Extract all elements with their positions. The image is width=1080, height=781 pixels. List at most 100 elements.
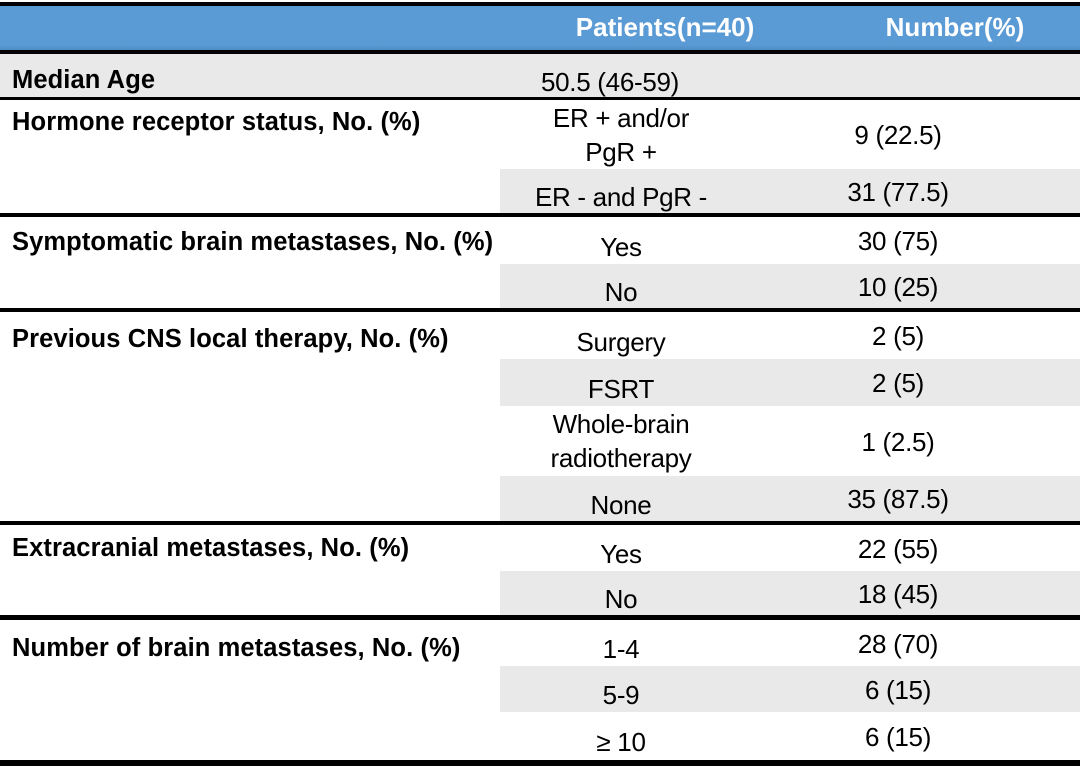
separator-line (0, 521, 1080, 525)
value-text: FSRT (587, 373, 655, 404)
value-text: 5-9 (602, 680, 640, 710)
value-cell: FSRT (500, 359, 742, 406)
header-cell-patients: Patients(n=40) (500, 6, 754, 50)
header-row: Patients(n=40) Number(%) (0, 6, 1080, 50)
number-cell: 28 (70) (742, 620, 1080, 666)
row-label-cell (0, 476, 500, 521)
table-row-surgery: Previous CNS local therapy, No. (%) Surg… (0, 312, 1080, 359)
number-cell: 30 (75) (742, 217, 1080, 264)
row-label: Median Age (12, 66, 156, 94)
value-text: Yes (600, 231, 642, 262)
value-text: Surgery (576, 326, 666, 357)
header-patients-label: Patients(n=40) (575, 11, 755, 42)
number-text: 6 (15) (864, 721, 932, 752)
header-cell-empty (0, 6, 500, 50)
number-cell: 35 (87.5) (742, 476, 1080, 521)
value-text: None (590, 489, 652, 520)
number-cell: 2 (5) (742, 312, 1080, 359)
value-cell: 50.5 (46-59) (500, 54, 742, 97)
number-cell: 1 (2.5) (742, 406, 1080, 476)
number-text: 31 (77.5) (847, 176, 949, 207)
table-row-fsrt: FSRT 2 (5) (0, 359, 1080, 406)
value-cell: Yes (500, 525, 742, 571)
value-cell: 5-9 (500, 666, 742, 712)
number-text: 9 (22.5) (854, 120, 942, 150)
row-label-cell (0, 359, 500, 406)
number-cell: 10 (25) (742, 264, 1080, 308)
row-label-cell (0, 264, 500, 308)
number-text: 6 (15) (864, 674, 932, 705)
value-cell: Whole-brain radiotherapy (500, 406, 742, 476)
value-text: ER - and PgR - (534, 182, 708, 212)
separator-line (0, 50, 1080, 54)
row-label: Extracranial metastases, No. (%) (12, 533, 410, 562)
value-text: 1-4 (602, 634, 640, 664)
row-label: Previous CNS local therapy, No. (%) (12, 325, 449, 353)
table-row-extracranial-yes: Extracranial metastases, No. (%) Yes 22 … (0, 525, 1080, 571)
value-cell: None (500, 476, 742, 521)
separator-line (0, 213, 1080, 217)
row-label-cell: Median Age (0, 54, 500, 97)
row-label-cell (0, 406, 500, 476)
value-cell: No (500, 571, 742, 615)
table-row-extracranial-no: No 18 (45) (0, 571, 1080, 615)
separator-line (0, 308, 1080, 312)
row-label: Number of brain metastases, No. (%) (12, 633, 461, 662)
header-cell-number: Number(%) (742, 6, 1080, 50)
table-row-whole-brain: Whole-brain radiotherapy 1 (2.5) (0, 406, 1080, 476)
row-label-cell: Hormone receptor status, No. (%) (0, 100, 500, 169)
table-row-1-4: Number of brain metastases, No. (%) 1-4 … (0, 620, 1080, 666)
separator-line (0, 97, 1080, 100)
table-row-median-age: Median Age 50.5 (46-59) (0, 54, 1080, 97)
separator-line (0, 615, 1080, 620)
table-row-symptomatic-yes: Symptomatic brain metastases, No. (%) Ye… (0, 217, 1080, 264)
number-text: 1 (2.5) (861, 426, 935, 457)
row-label: Symptomatic brain metastases, No. (%) (12, 228, 494, 256)
number-text: 30 (75) (857, 226, 939, 256)
number-cell: 9 (22.5) (742, 100, 1080, 169)
value-cell: Surgery (500, 312, 742, 359)
bottom-margin (0, 766, 1080, 781)
table-row-er-positive: Hormone receptor status, No. (%) ER + an… (0, 100, 1080, 169)
row-label-cell (0, 712, 500, 760)
value-text: No (604, 277, 638, 307)
value-text: Yes (600, 539, 642, 569)
table-row-ge-10: ≥ 10 6 (15) (0, 712, 1080, 760)
row-label: Hormone receptor status, No. (%) (12, 108, 421, 136)
number-cell: 31 (77.5) (742, 169, 1080, 213)
value-cell: 1-4 (500, 620, 742, 666)
table-row-none: None 35 (87.5) (0, 476, 1080, 521)
value-text: No (604, 584, 638, 614)
number-cell: 6 (15) (742, 712, 1080, 760)
number-text: 22 (55) (857, 533, 939, 564)
number-text: 35 (87.5) (847, 484, 949, 514)
value-cell: Yes (500, 217, 742, 264)
number-text: 2 (5) (872, 368, 924, 398)
row-label-cell: Number of brain metastases, No. (%) (0, 620, 500, 666)
table-row-symptomatic-no: No 10 (25) (0, 264, 1080, 308)
table-row-er-negative: ER - and PgR - 31 (77.5) (0, 169, 1080, 213)
number-text: 18 (45) (857, 578, 939, 609)
row-label-cell: Symptomatic brain metastases, No. (%) (0, 217, 500, 264)
table-top-border (0, 2, 1080, 6)
number-text: 28 (70) (857, 628, 939, 659)
table-row-5-9: 5-9 6 (15) (0, 666, 1080, 712)
value-text: ER + and/or PgR + (552, 102, 690, 167)
number-cell: 2 (5) (742, 359, 1080, 406)
value-text: Whole-brain radiotherapy (550, 409, 692, 473)
row-label-cell: Extracranial metastases, No. (%) (0, 525, 500, 571)
row-label-cell: Previous CNS local therapy, No. (%) (0, 312, 500, 359)
value-cell: No (500, 264, 742, 308)
row-label-cell (0, 571, 500, 615)
value-text: 50.5 (46-59) (540, 66, 680, 97)
table-bottom-border (0, 760, 1080, 766)
number-text: 2 (5) (872, 321, 924, 351)
value-cell: ≥ 10 (500, 712, 742, 760)
value-cell: ER + and/or PgR + (500, 100, 742, 169)
number-cell: 6 (15) (742, 666, 1080, 712)
number-cell: 18 (45) (742, 571, 1080, 615)
value-cell: ER - and PgR - (500, 169, 742, 213)
number-cell: 22 (55) (742, 525, 1080, 571)
